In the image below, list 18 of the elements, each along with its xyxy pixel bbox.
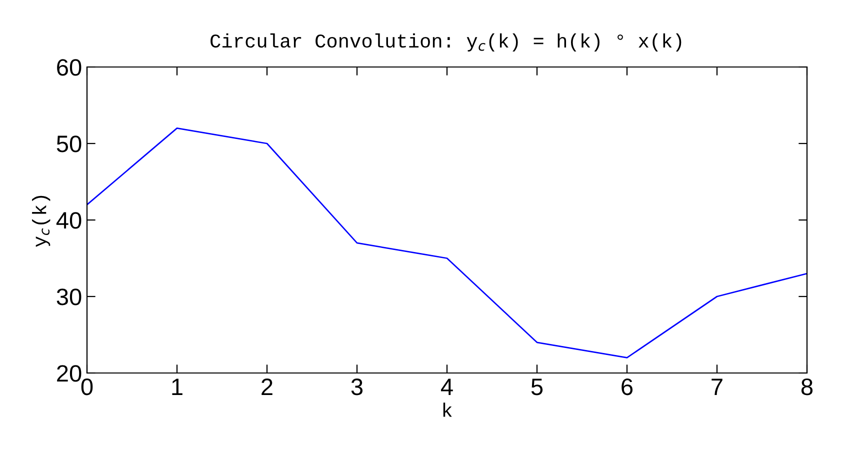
chart-title: Circular Convolution: y$_{c}$(k) = h(k) ° x(k) <box>210 33 682 52</box>
x-tick-label: 1 <box>172 378 182 395</box>
y-axis-title: y$_{c}$(k) <box>32 196 50 247</box>
x-tick-label: 7 <box>712 378 722 395</box>
x-tick-label: 8 <box>801 378 813 396</box>
x-tick-label: 6 <box>622 378 633 396</box>
x-tick-label: 4 <box>440 378 453 395</box>
x-tick-label: 5 <box>531 378 543 396</box>
x-tick-label: 0 <box>81 378 93 396</box>
x-tick-label: 3 <box>351 378 363 396</box>
y-tick-label: 20 <box>57 365 82 382</box>
y-tick-label: 50 <box>56 136 82 152</box>
x-axis-title: k <box>443 402 452 417</box>
y-tick-label: 60 <box>57 59 82 76</box>
y-tick-label: 40 <box>56 212 82 229</box>
x-tick-label: 2 <box>262 378 272 395</box>
y-tick-label: 30 <box>56 288 82 306</box>
line-series <box>87 128 807 358</box>
